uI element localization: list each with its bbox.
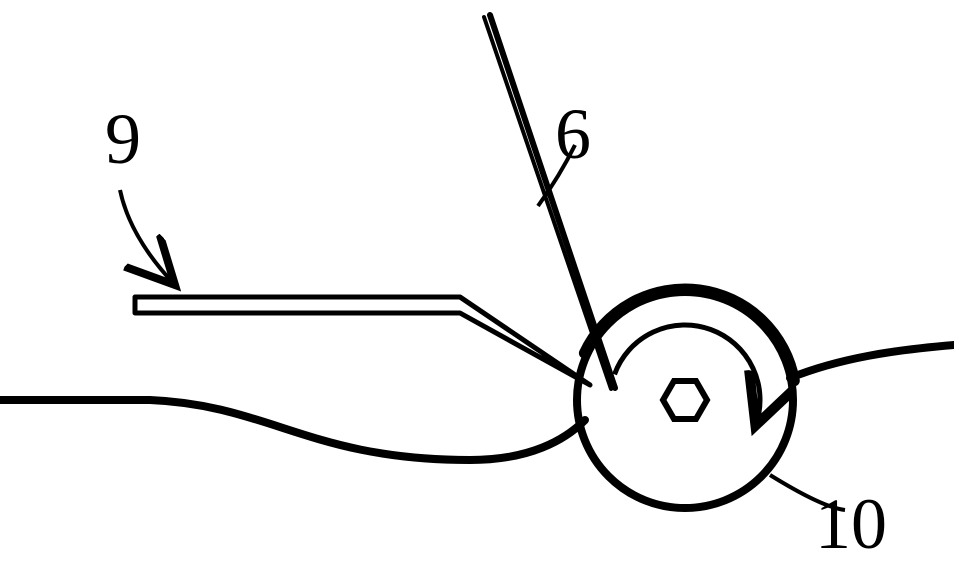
rotation-arrow (615, 325, 760, 426)
roller-axle-hex (663, 381, 707, 419)
label-9: 9 (105, 98, 141, 181)
ground-surface (0, 400, 585, 460)
surface-right (790, 345, 954, 378)
element-9-plate (135, 297, 590, 385)
label-6: 6 (555, 93, 591, 176)
leader-9 (120, 190, 175, 285)
label-10: 10 (815, 483, 887, 566)
diagram-canvas (0, 0, 954, 579)
